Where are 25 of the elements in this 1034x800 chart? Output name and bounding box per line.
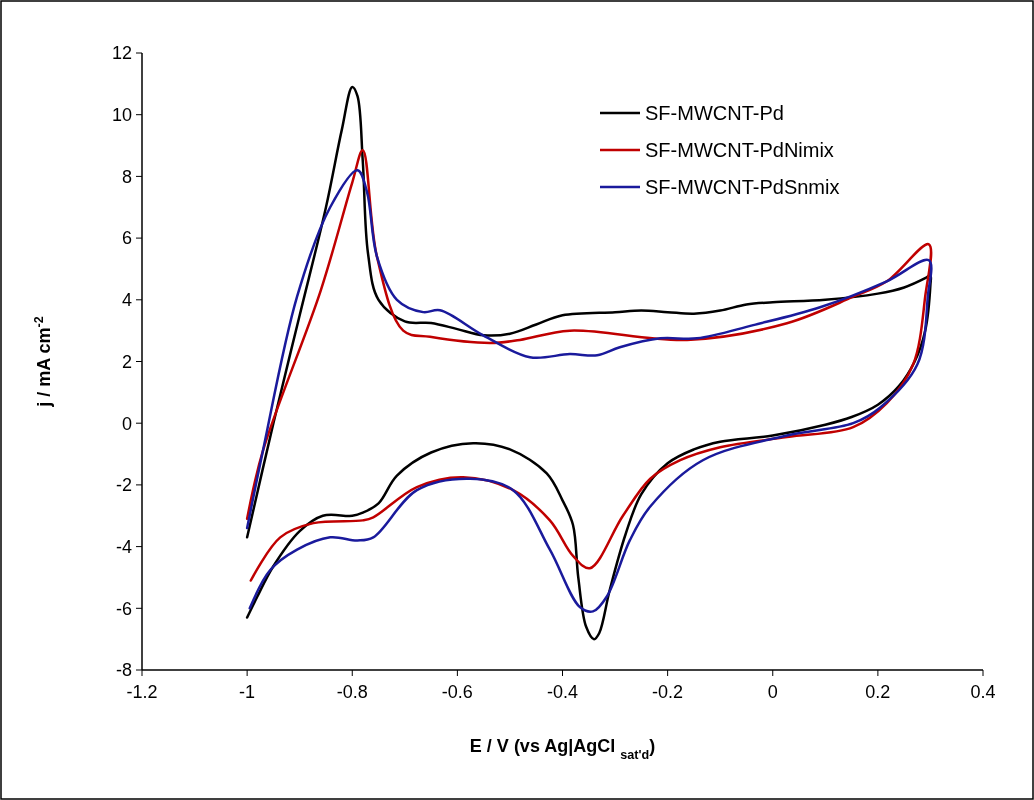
y-tick-label: 4: [121, 290, 132, 311]
y-tick-label: 8: [121, 166, 132, 187]
y-tick-label: -2: [115, 475, 132, 496]
x-tick-label: -0.6: [441, 682, 473, 702]
x-tick-label: 0.4: [970, 682, 996, 702]
x-tick-label: -1.2: [126, 682, 158, 702]
y-tick-label: 12: [111, 43, 132, 64]
x-axis-title: E / V (vs Ag|AgCl $_{sat'd}$): [469, 736, 656, 762]
y-tick-label: 10: [111, 105, 132, 125]
line-series: [245, 85, 932, 641]
x-tick-label: -0.2: [652, 682, 684, 702]
legend-label: SF-MWCNT-PdNimix: [645, 139, 834, 161]
legend-label: SF-MWCNT-PdSnmix: [645, 176, 840, 198]
y-tick-label: 6: [121, 228, 132, 249]
legend-label: SF-MWCNT-Pd: [645, 102, 784, 124]
x-tick-label: 0.2: [865, 682, 891, 702]
y-tick-label: -6: [115, 598, 132, 619]
x-tick-label: -0.8: [336, 682, 368, 702]
x-tick-label: 0: [767, 682, 778, 702]
x-tick-label: -1: [239, 682, 256, 702]
y-tick-label: 2: [121, 351, 132, 372]
y-tick-label: -4: [115, 536, 132, 557]
y-tick-label: 0: [121, 413, 132, 434]
x-tick-label: -0.4: [546, 682, 579, 702]
y-tick-label: -8: [115, 660, 132, 681]
